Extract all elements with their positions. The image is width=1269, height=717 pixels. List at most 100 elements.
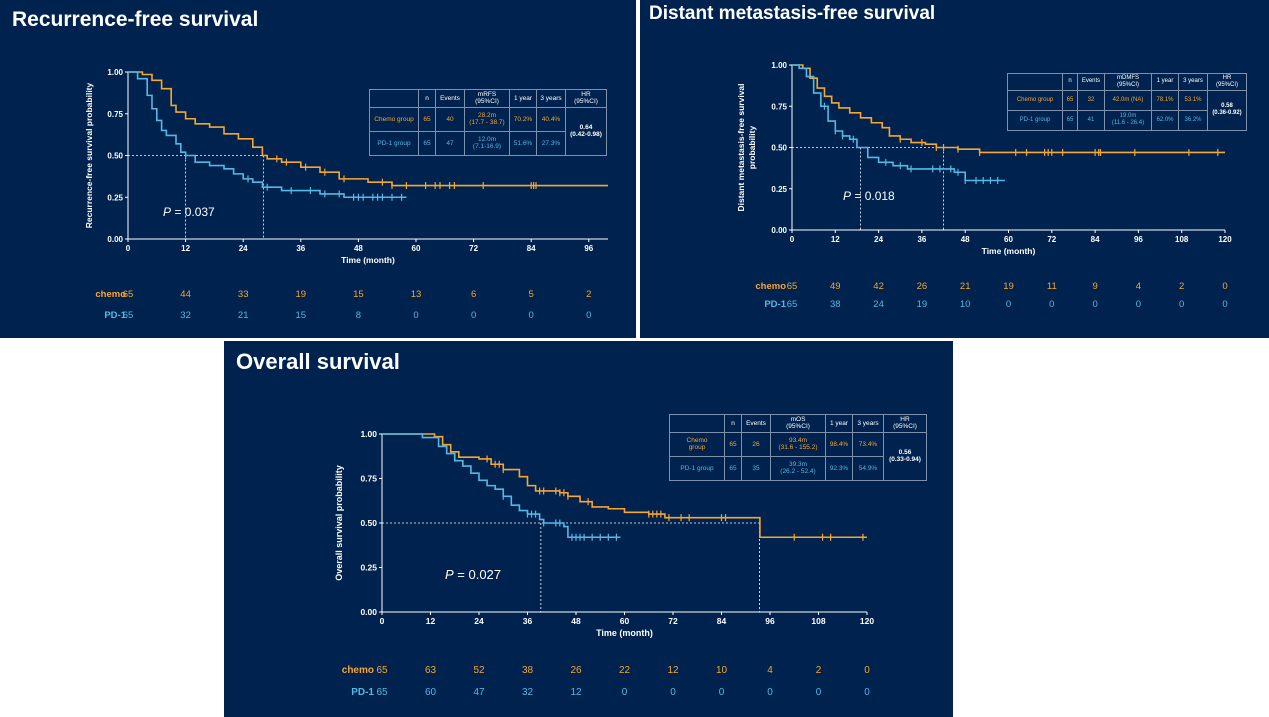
os-risk-pd1-value: 12 <box>570 687 582 698</box>
rfs-risk-label-chemo: chemo <box>95 289 126 300</box>
dmfs-x-tick-label: 60 <box>1004 235 1013 244</box>
rfs-th-6: HR (95%CI) <box>565 89 607 108</box>
os-c-1-2: 35 <box>741 455 771 481</box>
rfs-pd1-curve <box>128 71 407 199</box>
os-c-0-1: 65 <box>724 431 742 457</box>
rfs-hr: 0.64 (0.42-0.98) <box>565 106 607 156</box>
dmfs-risk-pd1-value: 24 <box>873 299 884 310</box>
dmfs-risk-chemo-value: 0 <box>1222 281 1227 292</box>
os-risk-chemo-value: 65 <box>376 665 388 676</box>
rfs-risk-chemo-value: 6 <box>471 289 476 300</box>
os-risk-chemo-value: 2 <box>816 665 822 676</box>
rfs-risk-pd1-value: 0 <box>586 310 591 321</box>
rfs-th-3: mRFS (95%CI) <box>464 89 510 108</box>
dmfs-risk-chemo-value: 9 <box>1092 281 1097 292</box>
rfs-row-chemo: Chemo group 65 40 28.2m (17.7 - 38.7) 70… <box>369 106 607 156</box>
dmfs-x-tick-label: 0 <box>790 235 795 244</box>
rfs-panel: Recurrence-free survival P = 0.037 0.00 0… <box>0 0 636 338</box>
rfs-risk-pd1-value: 65 <box>123 310 134 321</box>
os-x-tick-label: 96 <box>765 616 775 626</box>
rfs-y-tick-label: 0.25 <box>107 193 123 202</box>
rfs-risk-pd1-value: 32 <box>180 310 191 321</box>
dmfs-th-5: 3 years <box>1178 73 1208 91</box>
rfs-th-0 <box>369 89 419 108</box>
os-c-0-3: 93.4m (31.6 - 155.2) <box>770 431 826 457</box>
dmfs-y-tick-label: 0.25 <box>771 185 787 194</box>
rfs-p-value: P = 0.037 <box>163 205 215 219</box>
rfs-y-tick-label: 1.00 <box>107 68 123 77</box>
os-risk-chemo-value: 0 <box>864 665 870 676</box>
dmfs-risk-pd1-value: 65 <box>787 299 798 310</box>
dmfs-c-0-0: Chemo group <box>1007 89 1063 111</box>
dmfs-c-1-4: 62.0% <box>1151 109 1179 131</box>
os-x-tick-label: 0 <box>380 616 385 626</box>
rfs-y-tick-label: 0.75 <box>107 110 123 119</box>
dmfs-c-1-0: PD-1 group <box>1007 109 1063 131</box>
os-risk-pd1-value: 0 <box>816 687 822 698</box>
dmfs-y-tick-label: 0.00 <box>771 226 787 235</box>
os-x-tick-label: 72 <box>668 616 678 626</box>
dmfs-x-tick-label: 24 <box>874 235 883 244</box>
rfs-stats-table: n Events mRFS (95%CI) 1 year 3 years HR … <box>369 89 607 156</box>
os-c-1-4: 92.3% <box>825 455 853 481</box>
dmfs-risk-pd1-value: 0 <box>1222 299 1227 310</box>
rfs-title: Recurrence-free survival <box>12 8 259 31</box>
rfs-th-1: n <box>418 89 436 108</box>
os-th-3: mOS (95%CI) <box>770 414 826 433</box>
rfs-chart: P = 0.037 0.00 0.25 0.50 0.75 1.00 0 12 24 36 48 6… <box>84 68 608 321</box>
dmfs-th-3: mDMFS (95%CI) <box>1104 73 1152 91</box>
dmfs-th-1: n <box>1062 73 1078 91</box>
os-risk-chemo-value: 26 <box>570 665 582 676</box>
os-risk-pd1-value: 65 <box>376 687 388 698</box>
dmfs-th-6: HR (95%CI) <box>1207 73 1247 91</box>
dmfs-hr: 0.58 (0.36-0.92) <box>1207 89 1247 131</box>
dmfs-risk-pd1-value: 0 <box>1006 299 1011 310</box>
rfs-row-pd1: PD-1 group 65 47 12.0m (7.1-16.9) 51.6% … <box>369 130 607 156</box>
os-c-0-0: Chemo group <box>669 431 725 457</box>
dmfs-risk-chemo-value: 42 <box>873 281 884 292</box>
os-th-6: HR (95%CI) <box>883 414 927 433</box>
dmfs-row-pd1: PD-1 group 65 41 19.0m (11.6 - 26.4) 62.… <box>1007 109 1247 131</box>
rfs-c-1-5: 27.3% <box>536 130 566 156</box>
dmfs-table-header: n Events mDMFS (95%CI) 1 year 3 years HR… <box>1007 73 1247 91</box>
dmfs-risk-pd1-value: 0 <box>1092 299 1097 310</box>
dmfs-risk-chemo-value: 26 <box>917 281 928 292</box>
os-risk-chemo-value: 63 <box>425 665 437 676</box>
os-y-tick-label: 0.75 <box>360 474 377 484</box>
os-risk-pd1-value: 0 <box>622 687 628 698</box>
rfs-risk-chemo-value: 13 <box>411 289 422 300</box>
os-y-tick-label: 0.00 <box>360 607 377 617</box>
dmfs-row-chemo: Chemo group 65 32 42.0m (NA) 78.1% 53.1%… <box>1007 89 1247 131</box>
os-panel: Overall survival P = 0.027 0.00 0.25 0.50 0… <box>224 341 953 717</box>
os-th-0 <box>669 414 725 433</box>
dmfs-risk-chemo-value: 21 <box>960 281 971 292</box>
os-c-1-1: 65 <box>724 455 742 481</box>
os-risk-pd1-value: 47 <box>473 687 485 698</box>
os-risk-chemo-value: 10 <box>716 665 728 676</box>
dmfs-p-value: P = 0.018 <box>843 189 895 203</box>
os-risk-pd1-value: 0 <box>864 687 870 698</box>
rfs-plot-group: 0.000.250.500.751.000 12 24 36 48 60 72 84 96Tim… <box>84 68 608 321</box>
os-y-tick-label: 0.25 <box>360 563 377 573</box>
os-table-header: n Events mOS (95%CI) 1 year 3 years HR (… <box>669 414 927 433</box>
dmfs-stats-table: n Events mDMFS (95%CI) 1 year 3 years HR… <box>1007 73 1247 131</box>
os-row-pd1: PD-1 group 65 35 39.3m (26.2 - 52.4) 92.… <box>669 455 927 481</box>
os-row-chemo: Chemo group 65 26 93.4m (31.6 - 155.2) 9… <box>669 431 927 481</box>
rfs-y-tick-label: 0.00 <box>107 235 123 244</box>
dmfs-c-0-5: 53.1% <box>1178 89 1208 111</box>
os-c-1-0: PD-1 group <box>669 455 725 481</box>
os-th-1: n <box>724 414 742 433</box>
os-risk-pd1-value: 32 <box>522 687 534 698</box>
os-c-1-5: 54.9% <box>852 455 884 481</box>
dmfs-c-0-2: 32 <box>1077 89 1105 111</box>
os-c-0-4: 98.4% <box>825 431 853 457</box>
dmfs-risk-chemo-value: 4 <box>1136 281 1141 292</box>
rfs-risk-pd1-value: 0 <box>471 310 476 321</box>
rfs-c-1-3: 12.0m (7.1-16.9) <box>464 130 510 156</box>
os-x-tick-label: 24 <box>474 616 484 626</box>
dmfs-y-tick-label: 0.50 <box>771 144 787 153</box>
os-x-tick-label: 12 <box>426 616 436 626</box>
rfs-chemo-curve <box>128 71 608 187</box>
rfs-risk-label-pd1: PD-1 <box>104 310 126 321</box>
rfs-x-tick-label: 60 <box>412 244 421 253</box>
